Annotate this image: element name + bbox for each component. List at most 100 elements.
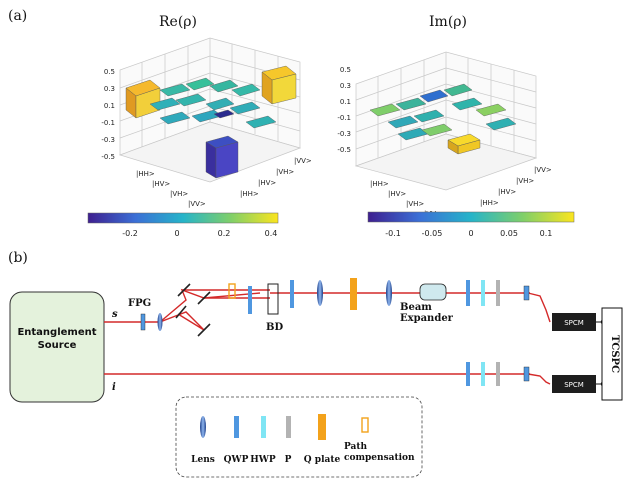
im-plot	[354, 51, 538, 191]
legend-label-path-compensation: Path compensation	[344, 442, 415, 463]
colorbar-tick: -0.05	[422, 229, 443, 238]
z-tick: -0.5	[101, 153, 115, 161]
qwp-element	[248, 286, 252, 314]
tcspc-box	[601, 307, 623, 401]
basis-label: |VV>	[294, 157, 312, 165]
polarizer-element	[496, 280, 500, 306]
z-tick: -0.5	[337, 146, 351, 154]
beam-expander-element	[419, 283, 447, 301]
spcm-label: SPCM	[564, 319, 584, 327]
im-plot-title: Im(ρ)	[429, 14, 467, 30]
re-z-ticks: 0.5 0.3 0.1 -0.1 -0.3 -0.5	[101, 68, 115, 161]
basis-label: |HH>	[370, 180, 389, 188]
z-tick: -0.3	[101, 136, 115, 144]
z-tick: 0.5	[340, 66, 351, 74]
basis-label: |HV>	[258, 179, 276, 187]
legend-labels: Lens QWP HWP P Q plate	[191, 455, 340, 465]
colorbar-tick: -0.2	[122, 229, 138, 238]
lens-icon	[386, 280, 392, 306]
idler-fiber	[527, 373, 551, 385]
basis-label: |HH>	[480, 199, 499, 207]
basis-label: |VH>	[406, 200, 424, 208]
z-tick: 0.1	[340, 98, 351, 106]
beam-expander-label: Beam Expander	[400, 302, 453, 324]
re-plot-title: Re(ρ)	[159, 14, 197, 30]
legend-hwp-icon	[261, 416, 266, 438]
fiber-coupler-icon	[523, 366, 530, 382]
panel-b-label: (b)	[8, 250, 28, 266]
basis-label: |VH>	[516, 177, 534, 185]
z-tick: 0.1	[104, 102, 115, 110]
signal-fiber	[527, 292, 551, 323]
qwp-element	[466, 362, 470, 386]
entanglement-source-label: Entanglement Source	[17, 327, 97, 351]
tcspc-label: TCSPC	[609, 335, 620, 373]
mirror-icon	[177, 283, 191, 297]
basis-label: |HV>	[388, 190, 406, 198]
polarizer-element	[496, 362, 500, 386]
colorbar-tick: 0.1	[540, 229, 553, 238]
basis-label: |HH>	[240, 190, 259, 198]
colorbar-tick: 0	[174, 229, 179, 238]
im-colorbar	[367, 211, 575, 223]
legend-label: Q plate	[304, 455, 341, 465]
colorbar-tick: -0.1	[385, 229, 401, 238]
hwp-element	[481, 280, 485, 306]
re-colorbar	[87, 212, 279, 224]
z-tick: 0.3	[340, 82, 351, 90]
basis-label: |HV>	[152, 180, 170, 188]
z-tick: -0.1	[337, 114, 351, 122]
signal-beam-split-a	[159, 288, 261, 323]
bd-label: BD	[266, 322, 283, 333]
basis-label: |VH>	[170, 190, 188, 198]
signal-label: s	[112, 309, 118, 320]
spcm-detector-signal	[552, 313, 596, 331]
legend-label: P	[285, 455, 292, 465]
colorbar-tick: 0.4	[265, 229, 278, 238]
basis-label: |HH>	[136, 170, 155, 178]
re-basis-labels: |HH> |HV> |VH> |VV> |VV> |VH> |HV> |HH>	[136, 157, 312, 208]
qwp-element	[290, 280, 294, 308]
beam-displacer-element	[267, 283, 279, 315]
idler-label: i	[112, 382, 116, 393]
legend-label: QWP	[224, 455, 249, 465]
z-tick: -0.3	[337, 130, 351, 138]
spcm-detector-idler	[552, 375, 596, 393]
im-z-ticks: 0.5 0.3 0.1 -0.1 -0.3 -0.5	[337, 66, 351, 154]
beam-paths	[104, 288, 551, 385]
legend-polarizer-icon	[286, 416, 291, 438]
legend-qwp-icon	[234, 416, 239, 438]
re-colorbar-ticks: -0.2 0 0.2 0.4	[122, 229, 277, 238]
fpg-element	[140, 313, 146, 331]
signal-beam-mirror-path	[159, 311, 205, 331]
path-compensation-element	[228, 283, 236, 299]
legend-path-compensation-icon	[361, 417, 369, 433]
mirrors	[175, 283, 211, 337]
basis-label: |VV>	[534, 166, 552, 174]
legend-box	[175, 396, 423, 478]
legend-label: Lens	[191, 455, 215, 465]
mirror-icon	[175, 305, 187, 319]
panel-a-label: (a)	[8, 8, 27, 24]
qwp-element	[466, 280, 470, 306]
fpg-lens-icon	[157, 313, 163, 331]
colorbar-tick: 0.05	[500, 229, 518, 238]
basis-label: |HV>	[498, 188, 516, 196]
entanglement-source-box	[9, 291, 105, 403]
fiber-coupler-icon	[523, 285, 530, 301]
im-bars	[369, 83, 517, 155]
legend-lens-icon	[200, 416, 206, 438]
lens-icon	[317, 280, 323, 306]
spcm-label: SPCM	[564, 381, 584, 389]
legend-q-plate-icon	[318, 414, 326, 440]
mirror-icon	[197, 291, 211, 305]
fpg-label: FPG	[128, 298, 151, 309]
hwp-element	[481, 362, 485, 386]
z-tick: 0.3	[104, 85, 115, 93]
legend-label: HWP	[250, 455, 276, 465]
z-tick: 0.5	[104, 68, 115, 76]
z-tick: -0.1	[101, 119, 115, 127]
re-bars	[125, 65, 297, 179]
colorbar-tick: 0	[468, 229, 473, 238]
